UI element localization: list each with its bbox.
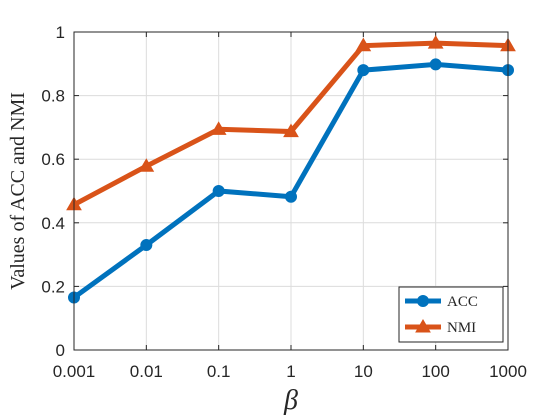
acc-point xyxy=(140,239,153,252)
x-tick-label: 10 xyxy=(354,362,373,381)
nmi-point xyxy=(138,158,155,172)
legend-box xyxy=(398,286,504,343)
legend-nmi-label: NMI xyxy=(447,320,476,336)
x-tick-label: 1000 xyxy=(489,362,527,381)
x-tick-labels: 0.001 0.01 0.1 1 10 100 1000 xyxy=(53,362,527,381)
acc-point xyxy=(285,190,297,203)
y-tick-label: 0.8 xyxy=(41,87,65,106)
x-tick-label: 0.001 xyxy=(53,362,96,381)
y-tick-label: 0.2 xyxy=(41,277,65,296)
x-tick-label: 1 xyxy=(286,362,295,381)
acc-point xyxy=(357,64,370,77)
x-tick-label: 0.01 xyxy=(130,362,163,381)
legend-nmi-marker xyxy=(415,319,431,333)
x-tick-label: 100 xyxy=(421,362,449,381)
nmi-point xyxy=(283,123,299,138)
x-axis-label: β xyxy=(283,385,298,416)
nmi-point xyxy=(427,35,444,49)
y-axis-label: Values of ACC and NMI xyxy=(7,92,29,290)
acc-point xyxy=(429,58,442,71)
y-tick-label: 0 xyxy=(56,341,65,360)
y-tick-labels: 0 0.2 0.4 0.6 0.8 1 xyxy=(41,23,65,360)
legend-acc-label: ACC xyxy=(447,294,478,310)
x-tick-label: 0.1 xyxy=(207,362,231,381)
y-tick-label: 0.4 xyxy=(41,214,65,233)
legend: ACC NMI xyxy=(398,286,504,343)
y-tick-label: 1 xyxy=(56,23,65,42)
acc-point xyxy=(212,185,225,197)
nmi-point xyxy=(355,37,372,52)
legend-acc-marker xyxy=(417,295,429,307)
nmi-point xyxy=(210,121,227,135)
plot-frame xyxy=(73,31,509,351)
y-tick-label: 0.6 xyxy=(41,150,65,169)
